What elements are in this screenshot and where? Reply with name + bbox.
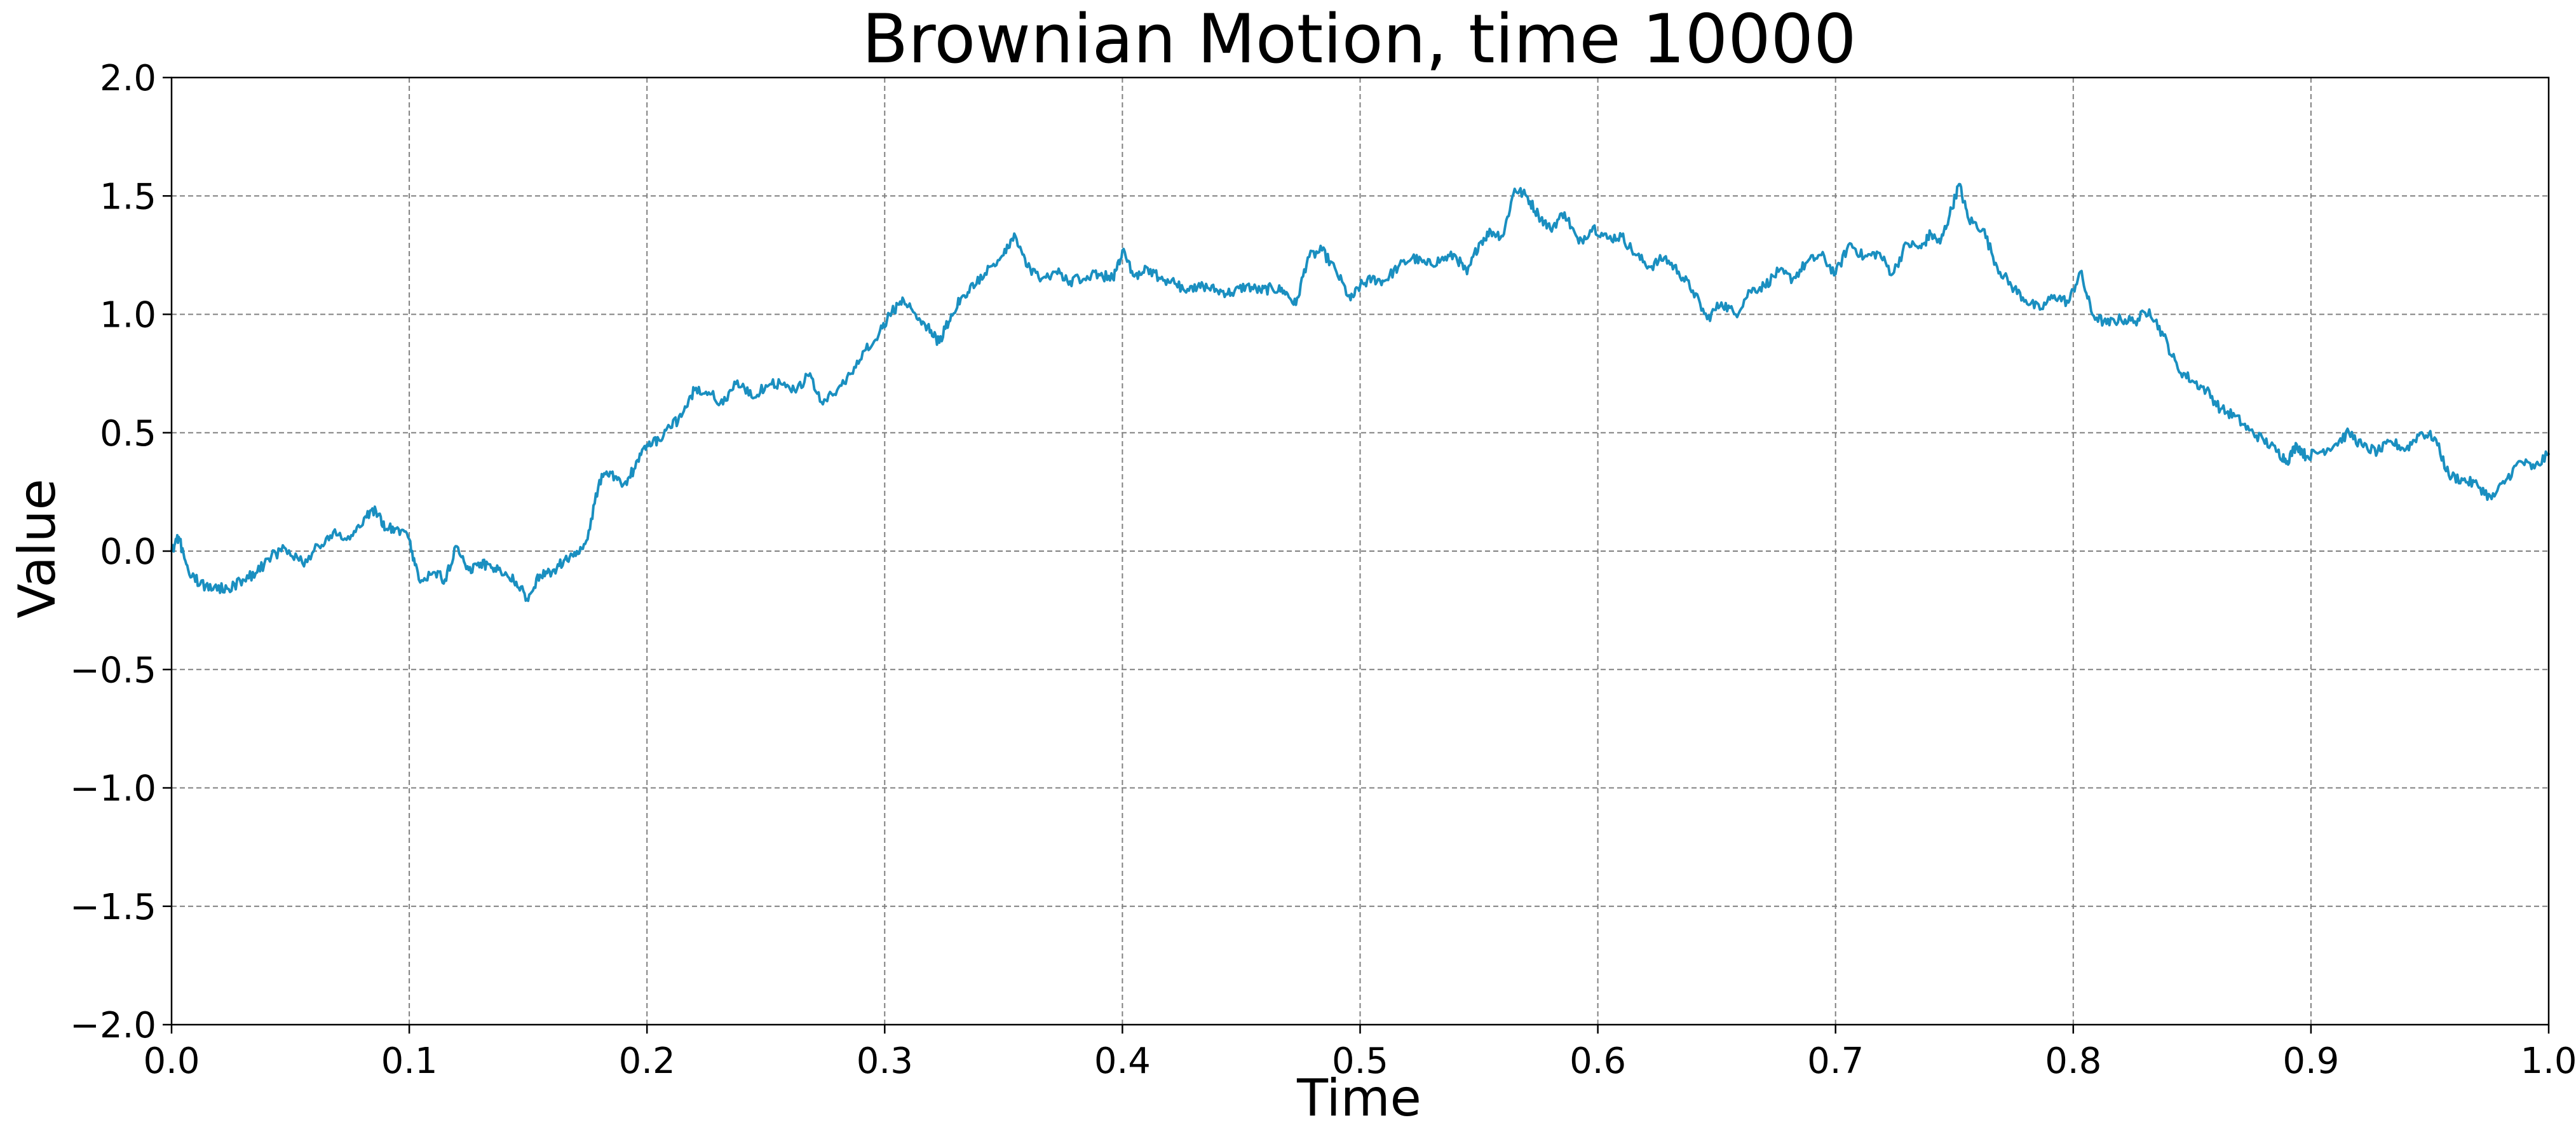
y-tick-label: −2.0 <box>70 1005 156 1046</box>
y-axis-title: Value <box>8 479 67 618</box>
x-tick-label: 0.2 <box>619 1041 675 1082</box>
x-tick-label: 0.1 <box>381 1041 438 1082</box>
y-tick-label: −0.5 <box>70 650 156 691</box>
x-tick-label: 0.8 <box>2045 1041 2101 1082</box>
x-tick-label: 0.0 <box>143 1041 200 1082</box>
y-tick-label: 1.5 <box>100 176 156 217</box>
x-tick-label: 0.5 <box>1332 1041 1388 1082</box>
x-tick-label: 0.3 <box>857 1041 913 1082</box>
x-tick-label: 0.6 <box>1569 1041 1626 1082</box>
y-tick-label: 0.0 <box>100 531 156 573</box>
grid-lines <box>171 77 2549 1025</box>
y-axis-ticks: −2.0 −1.5 −1.0 −0.5 0.0 0.5 1.0 1.5 2.0 <box>70 58 172 1046</box>
series-line-brownian-path <box>170 182 2550 603</box>
y-tick-label: 2.0 <box>100 58 156 99</box>
chart-title: Brownian Motion, time 10000 <box>862 0 1856 78</box>
x-tick-label: 0.4 <box>1094 1041 1151 1082</box>
x-tick-label: 0.9 <box>2282 1041 2339 1082</box>
x-axis-title: Time <box>1296 1069 1421 1128</box>
x-tick-label: 0.7 <box>1807 1041 1864 1082</box>
y-tick-label: −1.0 <box>70 769 156 810</box>
y-tick-label: 1.0 <box>100 295 156 336</box>
x-axis-ticks: 0.0 0.1 0.2 0.3 0.4 0.5 0.6 0.7 0.8 0.9 1.0 <box>143 1025 2576 1082</box>
x-tick-label: 1.0 <box>2520 1041 2576 1082</box>
y-tick-label: 0.5 <box>100 413 156 454</box>
y-tick-label: −1.5 <box>70 887 156 928</box>
